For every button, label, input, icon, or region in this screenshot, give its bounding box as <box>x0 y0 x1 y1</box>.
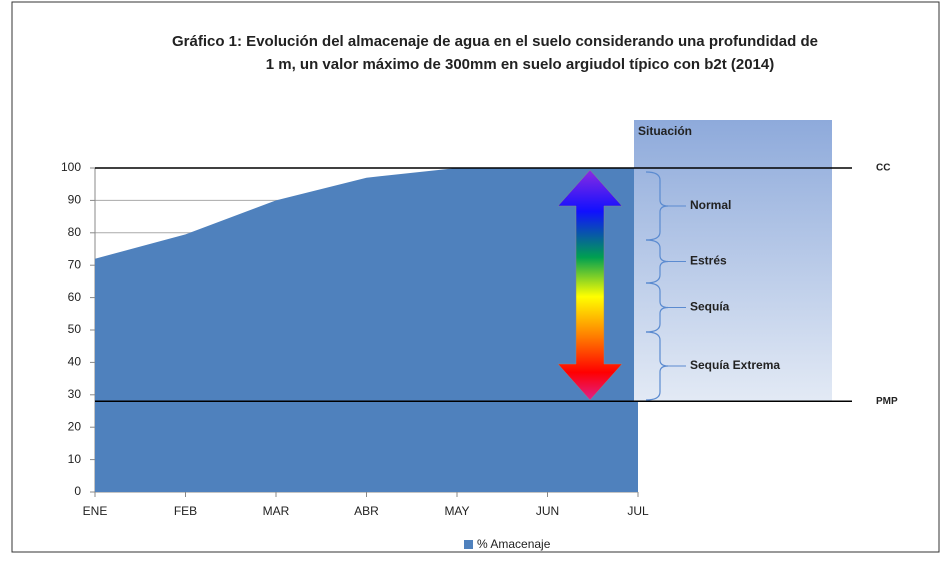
situation-level: Estrés <box>690 254 727 268</box>
frame <box>11 1 940 553</box>
situation-level: Sequía <box>690 300 730 314</box>
y-tick-label: 10 <box>68 452 82 466</box>
x-tick-label: MAY <box>444 504 469 518</box>
rainbow-arrow <box>557 169 623 401</box>
x-tick-label: ABR <box>354 504 379 518</box>
y-tick-label: 90 <box>68 193 82 207</box>
x-tick-label: FEB <box>174 504 197 518</box>
y-tick-label: 20 <box>68 419 82 433</box>
situation-level: Sequía Extrema <box>690 358 780 372</box>
x-tick-label: JUN <box>536 504 559 518</box>
y-tick-label: 100 <box>61 160 81 174</box>
y-tick-label: 80 <box>68 225 82 239</box>
y-tick-label: 70 <box>68 257 82 271</box>
situation-title: Situación <box>638 124 692 138</box>
reference-label: PMP <box>876 396 898 407</box>
x-tick-label: ENE <box>83 504 108 518</box>
legend-label: % Amacenaje <box>477 537 551 551</box>
y-tick-label: 50 <box>68 322 82 336</box>
chart-title: Gráfico 1: Evolución del almacenaje de a… <box>172 33 818 50</box>
chart-title: 1 m, un valor máximo de 300mm en suelo a… <box>266 56 774 73</box>
y-tick-label: 60 <box>68 290 82 304</box>
y-tick-label: 0 <box>74 484 81 498</box>
x-tick-label: MAR <box>263 504 290 518</box>
y-tick-label: 30 <box>68 387 82 401</box>
reference-label: CC <box>876 163 890 174</box>
situation-level: Normal <box>690 198 731 212</box>
area <box>95 168 638 492</box>
y-tick-label: 40 <box>68 355 82 369</box>
legend-swatch <box>464 540 473 549</box>
x-tick-label: JUL <box>627 504 649 518</box>
